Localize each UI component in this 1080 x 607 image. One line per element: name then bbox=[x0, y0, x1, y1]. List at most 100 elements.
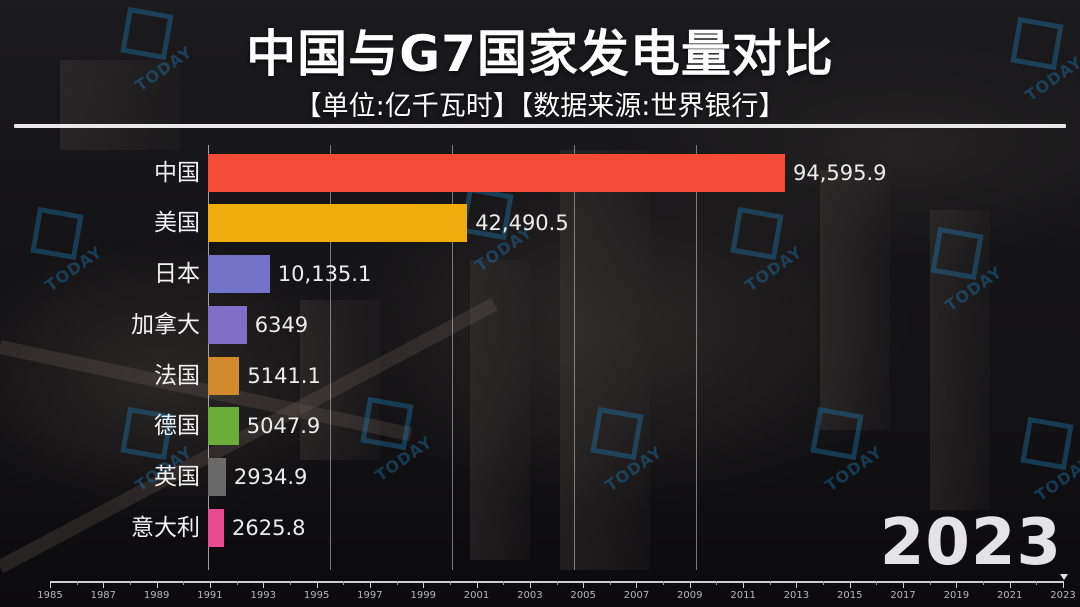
timeline-minor-tick bbox=[236, 581, 238, 585]
timeline-year-label[interactable]: 1985 bbox=[37, 590, 63, 601]
timeline-major-tick bbox=[103, 581, 105, 588]
timeline-major-tick bbox=[956, 581, 958, 588]
timeline-year-label[interactable]: 2003 bbox=[517, 590, 543, 601]
timeline-major-tick bbox=[316, 581, 318, 588]
timeline-major-tick bbox=[423, 581, 425, 588]
timeline-minor-tick bbox=[823, 581, 825, 585]
timeline-major-tick bbox=[849, 581, 851, 588]
timeline-year-label[interactable]: 1991 bbox=[197, 590, 223, 601]
timeline-year-label[interactable]: 2009 bbox=[677, 590, 703, 601]
timeline-year-label[interactable]: 2007 bbox=[623, 590, 650, 601]
chart-title: 中国与G7国家发电量对比 bbox=[246, 25, 834, 83]
timeline-minor-tick bbox=[609, 581, 611, 585]
timeline-minor-tick bbox=[503, 581, 505, 585]
bar bbox=[208, 357, 240, 395]
timeline-minor-tick bbox=[183, 581, 185, 585]
timeline-year-label[interactable]: 2023 bbox=[1050, 590, 1076, 601]
timeline-year-label[interactable]: 1999 bbox=[410, 590, 436, 601]
timeline-major-tick bbox=[743, 581, 745, 588]
timeline-minor-tick bbox=[769, 581, 771, 585]
timeline-minor-tick bbox=[983, 581, 985, 585]
timeline-minor-tick bbox=[929, 581, 931, 585]
timeline-year-label[interactable]: 2019 bbox=[943, 590, 970, 601]
timeline-major-tick bbox=[209, 581, 211, 588]
bar-value: 2625.8 bbox=[232, 516, 306, 540]
timeline-minor-tick bbox=[716, 581, 718, 585]
bar-row-italy: 意大利 2625.8 bbox=[0, 509, 1080, 547]
timeline-year-label[interactable]: 1993 bbox=[250, 590, 276, 601]
bg-tower bbox=[300, 300, 380, 460]
current-year-label: 2023 bbox=[879, 506, 1062, 580]
bar-row-uk: 英国 2934.9 bbox=[0, 458, 1080, 496]
timeline-minor-tick bbox=[876, 581, 878, 585]
timeline-position-marker[interactable] bbox=[1060, 574, 1068, 580]
bar bbox=[208, 458, 226, 496]
bar-value: 2934.9 bbox=[233, 465, 308, 489]
timeline-major-tick bbox=[50, 581, 51, 588]
timeline-major-tick bbox=[1063, 581, 1064, 588]
timeline-year-label[interactable]: 2005 bbox=[570, 590, 596, 601]
timeline-minor-tick bbox=[129, 581, 131, 585]
bar-row-usa: 美国 42,490.5 bbox=[0, 204, 1080, 242]
bar-value: 10,135.1 bbox=[277, 262, 372, 286]
timeline-year-label[interactable]: 1989 bbox=[143, 590, 170, 601]
bar bbox=[208, 306, 247, 344]
bar bbox=[208, 154, 786, 192]
timeline-year-label[interactable]: 2017 bbox=[890, 590, 916, 601]
timeline-major-tick bbox=[796, 581, 798, 588]
timeline-major-tick bbox=[263, 581, 265, 588]
bar-value: 94,595.9 bbox=[793, 161, 887, 185]
bar bbox=[208, 407, 239, 445]
timeline-minor-tick bbox=[289, 581, 291, 585]
bg-tower bbox=[470, 260, 530, 560]
bar bbox=[208, 255, 270, 293]
timeline-year-label[interactable]: 1997 bbox=[357, 590, 383, 601]
bar-label: 加拿大 bbox=[131, 312, 200, 338]
timeline-year-label[interactable]: 2011 bbox=[730, 590, 756, 601]
gridline-40000 bbox=[452, 145, 453, 570]
gridline-80000 bbox=[696, 145, 697, 570]
timeline-minor-tick bbox=[449, 581, 451, 585]
bar-label: 法国 bbox=[154, 363, 200, 389]
timeline-major-tick bbox=[369, 581, 371, 588]
timeline-major-tick bbox=[689, 581, 691, 588]
timeline-year-label[interactable]: 1987 bbox=[90, 590, 117, 601]
timeline-year-label[interactable]: 2001 bbox=[463, 590, 490, 601]
bg-tower bbox=[60, 60, 180, 150]
bar-label: 中国 bbox=[154, 160, 200, 186]
bar-value: 6349 bbox=[254, 313, 309, 337]
bar-row-china: 中国 94,595.9 bbox=[0, 154, 1080, 192]
bar-row-canada: 加拿大 6349 bbox=[0, 306, 1080, 344]
timeline-year-label[interactable]: 2021 bbox=[996, 590, 1023, 601]
timeline-minor-tick bbox=[76, 581, 78, 585]
bg-tower bbox=[820, 170, 890, 430]
bar-label: 意大利 bbox=[131, 515, 200, 541]
timeline-major-tick bbox=[903, 581, 905, 588]
timeline-minor-tick bbox=[1036, 581, 1038, 585]
gridline-20000 bbox=[330, 145, 331, 570]
timeline-minor-tick bbox=[556, 581, 558, 585]
timeline-minor-tick bbox=[663, 581, 665, 585]
title-separator bbox=[14, 124, 1066, 128]
bar-value: 42,490.5 bbox=[475, 211, 569, 235]
timeline-year-label[interactable]: 2015 bbox=[837, 590, 863, 601]
bar-row-japan: 日本 10,135.1 bbox=[0, 255, 1080, 293]
timeline-major-tick bbox=[476, 581, 478, 588]
timeline-major-tick bbox=[529, 581, 531, 588]
bg-tower bbox=[560, 150, 650, 570]
bar-label: 英国 bbox=[154, 464, 200, 490]
bar-label: 德国 bbox=[154, 413, 200, 439]
gridline-60000 bbox=[574, 145, 575, 570]
timeline-year-label[interactable]: 1995 bbox=[303, 590, 330, 601]
timeline-year-label[interactable]: 2013 bbox=[783, 590, 810, 601]
timeline-minor-tick bbox=[343, 581, 345, 585]
bar-value: 5047.9 bbox=[246, 414, 321, 438]
bar bbox=[208, 204, 468, 242]
chart-subtitle: 【单位:亿千瓦时】【数据来源:世界银行】 bbox=[294, 91, 786, 122]
timeline-major-tick bbox=[1009, 581, 1011, 588]
bar-label: 美国 bbox=[154, 210, 200, 236]
bar-value: 5141.1 bbox=[247, 364, 321, 388]
